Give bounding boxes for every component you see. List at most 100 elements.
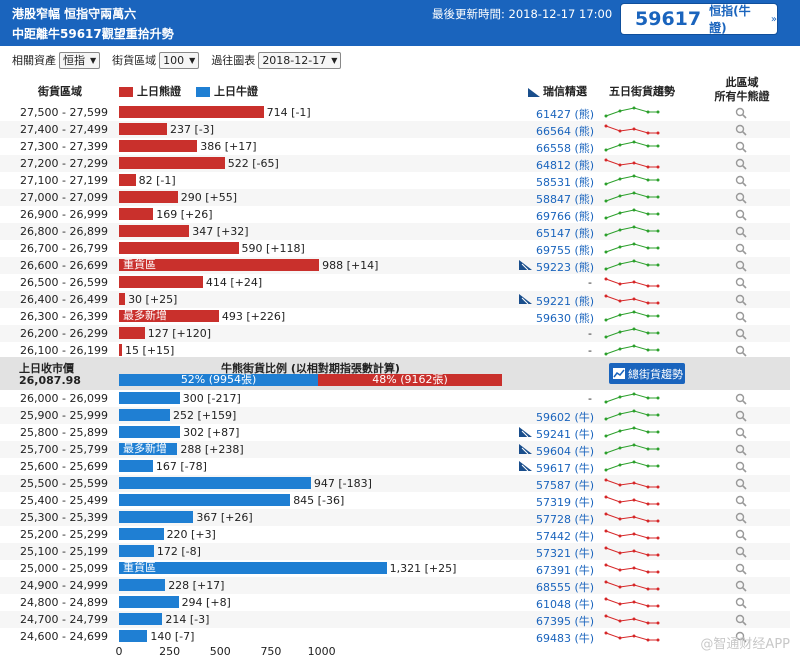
search-icon[interactable]: [735, 328, 747, 340]
range-label: 27,100 - 27,199: [20, 174, 108, 187]
search-icon[interactable]: [735, 563, 747, 575]
warrant-link[interactable]: 65147 (熊): [536, 227, 595, 240]
warrant-link[interactable]: 57728 (牛): [536, 513, 595, 526]
search-icon[interactable]: [735, 580, 747, 592]
search-icon[interactable]: [735, 393, 747, 405]
bull-bar: [119, 392, 180, 404]
outstanding-value: 947 [-183]: [313, 477, 372, 490]
warrant-link[interactable]: 59221 (熊): [536, 295, 595, 308]
search-icon[interactable]: [735, 345, 747, 357]
search-icon[interactable]: [735, 478, 747, 490]
search-icon[interactable]: [735, 597, 747, 609]
warrant-link[interactable]: 67391 (牛): [536, 564, 595, 577]
range-label: 26,600 - 26,699: [20, 259, 108, 272]
warrant-link[interactable]: 57321 (牛): [536, 547, 595, 560]
search-icon[interactable]: [735, 209, 747, 221]
bear-bar: [119, 344, 123, 356]
search-icon[interactable]: [735, 410, 747, 422]
search-icon[interactable]: [735, 495, 747, 507]
overall-trend-button[interactable]: 總街貨趨勢: [609, 363, 685, 384]
search-icon[interactable]: [735, 461, 747, 473]
warrant-link[interactable]: 59241 (牛): [536, 428, 595, 441]
trend-sparkline: [604, 277, 660, 288]
bull-bar: [119, 477, 311, 489]
bear-bar: [119, 191, 178, 203]
warrant-link[interactable]: 69766 (熊): [536, 210, 595, 223]
search-icon[interactable]: [735, 614, 747, 626]
trend-sparkline: [604, 631, 660, 642]
range-label: 25,900 - 25,999: [20, 409, 108, 422]
bull-row: 25,900 - 25,999 252 [+159] 59602 (牛): [0, 407, 790, 424]
bar-tag-label: 重貨區: [123, 561, 156, 574]
outstanding-value: 220 [+3]: [166, 528, 216, 541]
last-update-time: 最後更新時間: 2018-12-17 17:00: [432, 7, 613, 21]
outstanding-value: 714 [-1]: [266, 106, 311, 119]
warrant-link[interactable]: 66564 (熊): [536, 125, 595, 138]
history-date-select[interactable]: 2018-12-17 ▼: [258, 51, 342, 69]
warrant-link[interactable]: 57319 (牛): [536, 496, 595, 509]
warrant-link[interactable]: 61427 (熊): [536, 108, 595, 121]
ratio-title: 牛熊街貨比例 (以相對期指張數計算): [221, 362, 400, 375]
asset-select[interactable]: 恒指 ▼: [59, 51, 101, 69]
search-icon[interactable]: [735, 631, 747, 643]
search-icon[interactable]: [735, 260, 747, 272]
search-icon[interactable]: [735, 546, 747, 558]
ratio-band: 上日收市價 26,087.98 牛熊街貨比例 (以相對期指張數計算) 52% (…: [0, 357, 790, 390]
outstanding-value: 347 [+32]: [192, 225, 249, 238]
warrant-link[interactable]: 58847 (熊): [536, 193, 595, 206]
search-icon[interactable]: [735, 107, 747, 119]
search-icon[interactable]: [735, 529, 747, 541]
bear-bar: [119, 208, 154, 220]
warrant-link[interactable]: 59617 (牛): [536, 462, 595, 475]
ubs-flag-icon: [519, 294, 532, 304]
range-label: 26,900 - 26,999: [20, 208, 108, 221]
warrant-link[interactable]: 59604 (牛): [536, 445, 595, 458]
warrant-link[interactable]: 64812 (熊): [536, 159, 595, 172]
search-icon[interactable]: [735, 226, 747, 238]
warrant-link[interactable]: 59223 (熊): [536, 261, 595, 274]
outstanding-value: 302 [+87]: [183, 426, 240, 439]
warrant-link[interactable]: 59630 (熊): [536, 312, 595, 325]
col-header-all: 此區域 所有牛熊證: [712, 76, 772, 104]
outstanding-value: 172 [-8]: [156, 545, 201, 558]
search-icon[interactable]: [735, 175, 747, 187]
warrant-code-badge[interactable]: 59617 恒指(牛證) »: [621, 4, 777, 35]
trend-sparkline: [604, 460, 660, 472]
search-icon[interactable]: [735, 512, 747, 524]
warrant-link[interactable]: 61048 (牛): [536, 598, 595, 611]
warrant-link[interactable]: 68555 (牛): [536, 581, 595, 594]
outstanding-value: 214 [-3]: [165, 613, 210, 626]
search-icon[interactable]: [735, 277, 747, 289]
trend-sparkline: [604, 259, 660, 271]
range-label: 26,200 - 26,299: [20, 327, 108, 340]
search-icon[interactable]: [735, 243, 747, 255]
search-icon[interactable]: [735, 141, 747, 153]
trend-sparkline: [604, 174, 660, 186]
trend-sparkline: [604, 580, 660, 591]
search-icon[interactable]: [735, 444, 747, 456]
page-title: 港股窄幅 恒指守兩萬六: [12, 7, 137, 21]
search-icon[interactable]: [735, 294, 747, 306]
outstanding-value: 1,321 [+25]: [389, 562, 457, 575]
trend-sparkline: [604, 124, 660, 135]
range-select[interactable]: 100 ▼: [159, 51, 200, 69]
search-icon[interactable]: [735, 311, 747, 323]
warrant-link[interactable]: 57442 (牛): [536, 530, 595, 543]
warrant-link[interactable]: 57587 (牛): [536, 479, 595, 492]
bull-row: 25,000 - 25,099 重貨區 1,321 [+25] 67391 (牛): [0, 560, 790, 577]
warrant-link[interactable]: 58531 (熊): [536, 176, 595, 189]
warrant-link[interactable]: 67395 (牛): [536, 615, 595, 628]
search-icon[interactable]: [735, 158, 747, 170]
search-icon[interactable]: [735, 124, 747, 136]
trend-sparkline: [604, 426, 660, 438]
bear-row: 26,100 - 26,199 15 [+15] -: [0, 342, 790, 359]
warrant-link[interactable]: 66558 (熊): [536, 142, 595, 155]
warrant-link[interactable]: 69755 (熊): [536, 244, 595, 257]
search-icon[interactable]: [735, 192, 747, 204]
warrant-link[interactable]: 59602 (牛): [536, 411, 595, 424]
trend-sparkline: [604, 225, 660, 237]
search-icon[interactable]: [735, 427, 747, 439]
warrant-link[interactable]: 69483 (牛): [536, 632, 595, 645]
range-label: 25,400 - 25,499: [20, 494, 108, 507]
bull-bar: [119, 426, 181, 438]
